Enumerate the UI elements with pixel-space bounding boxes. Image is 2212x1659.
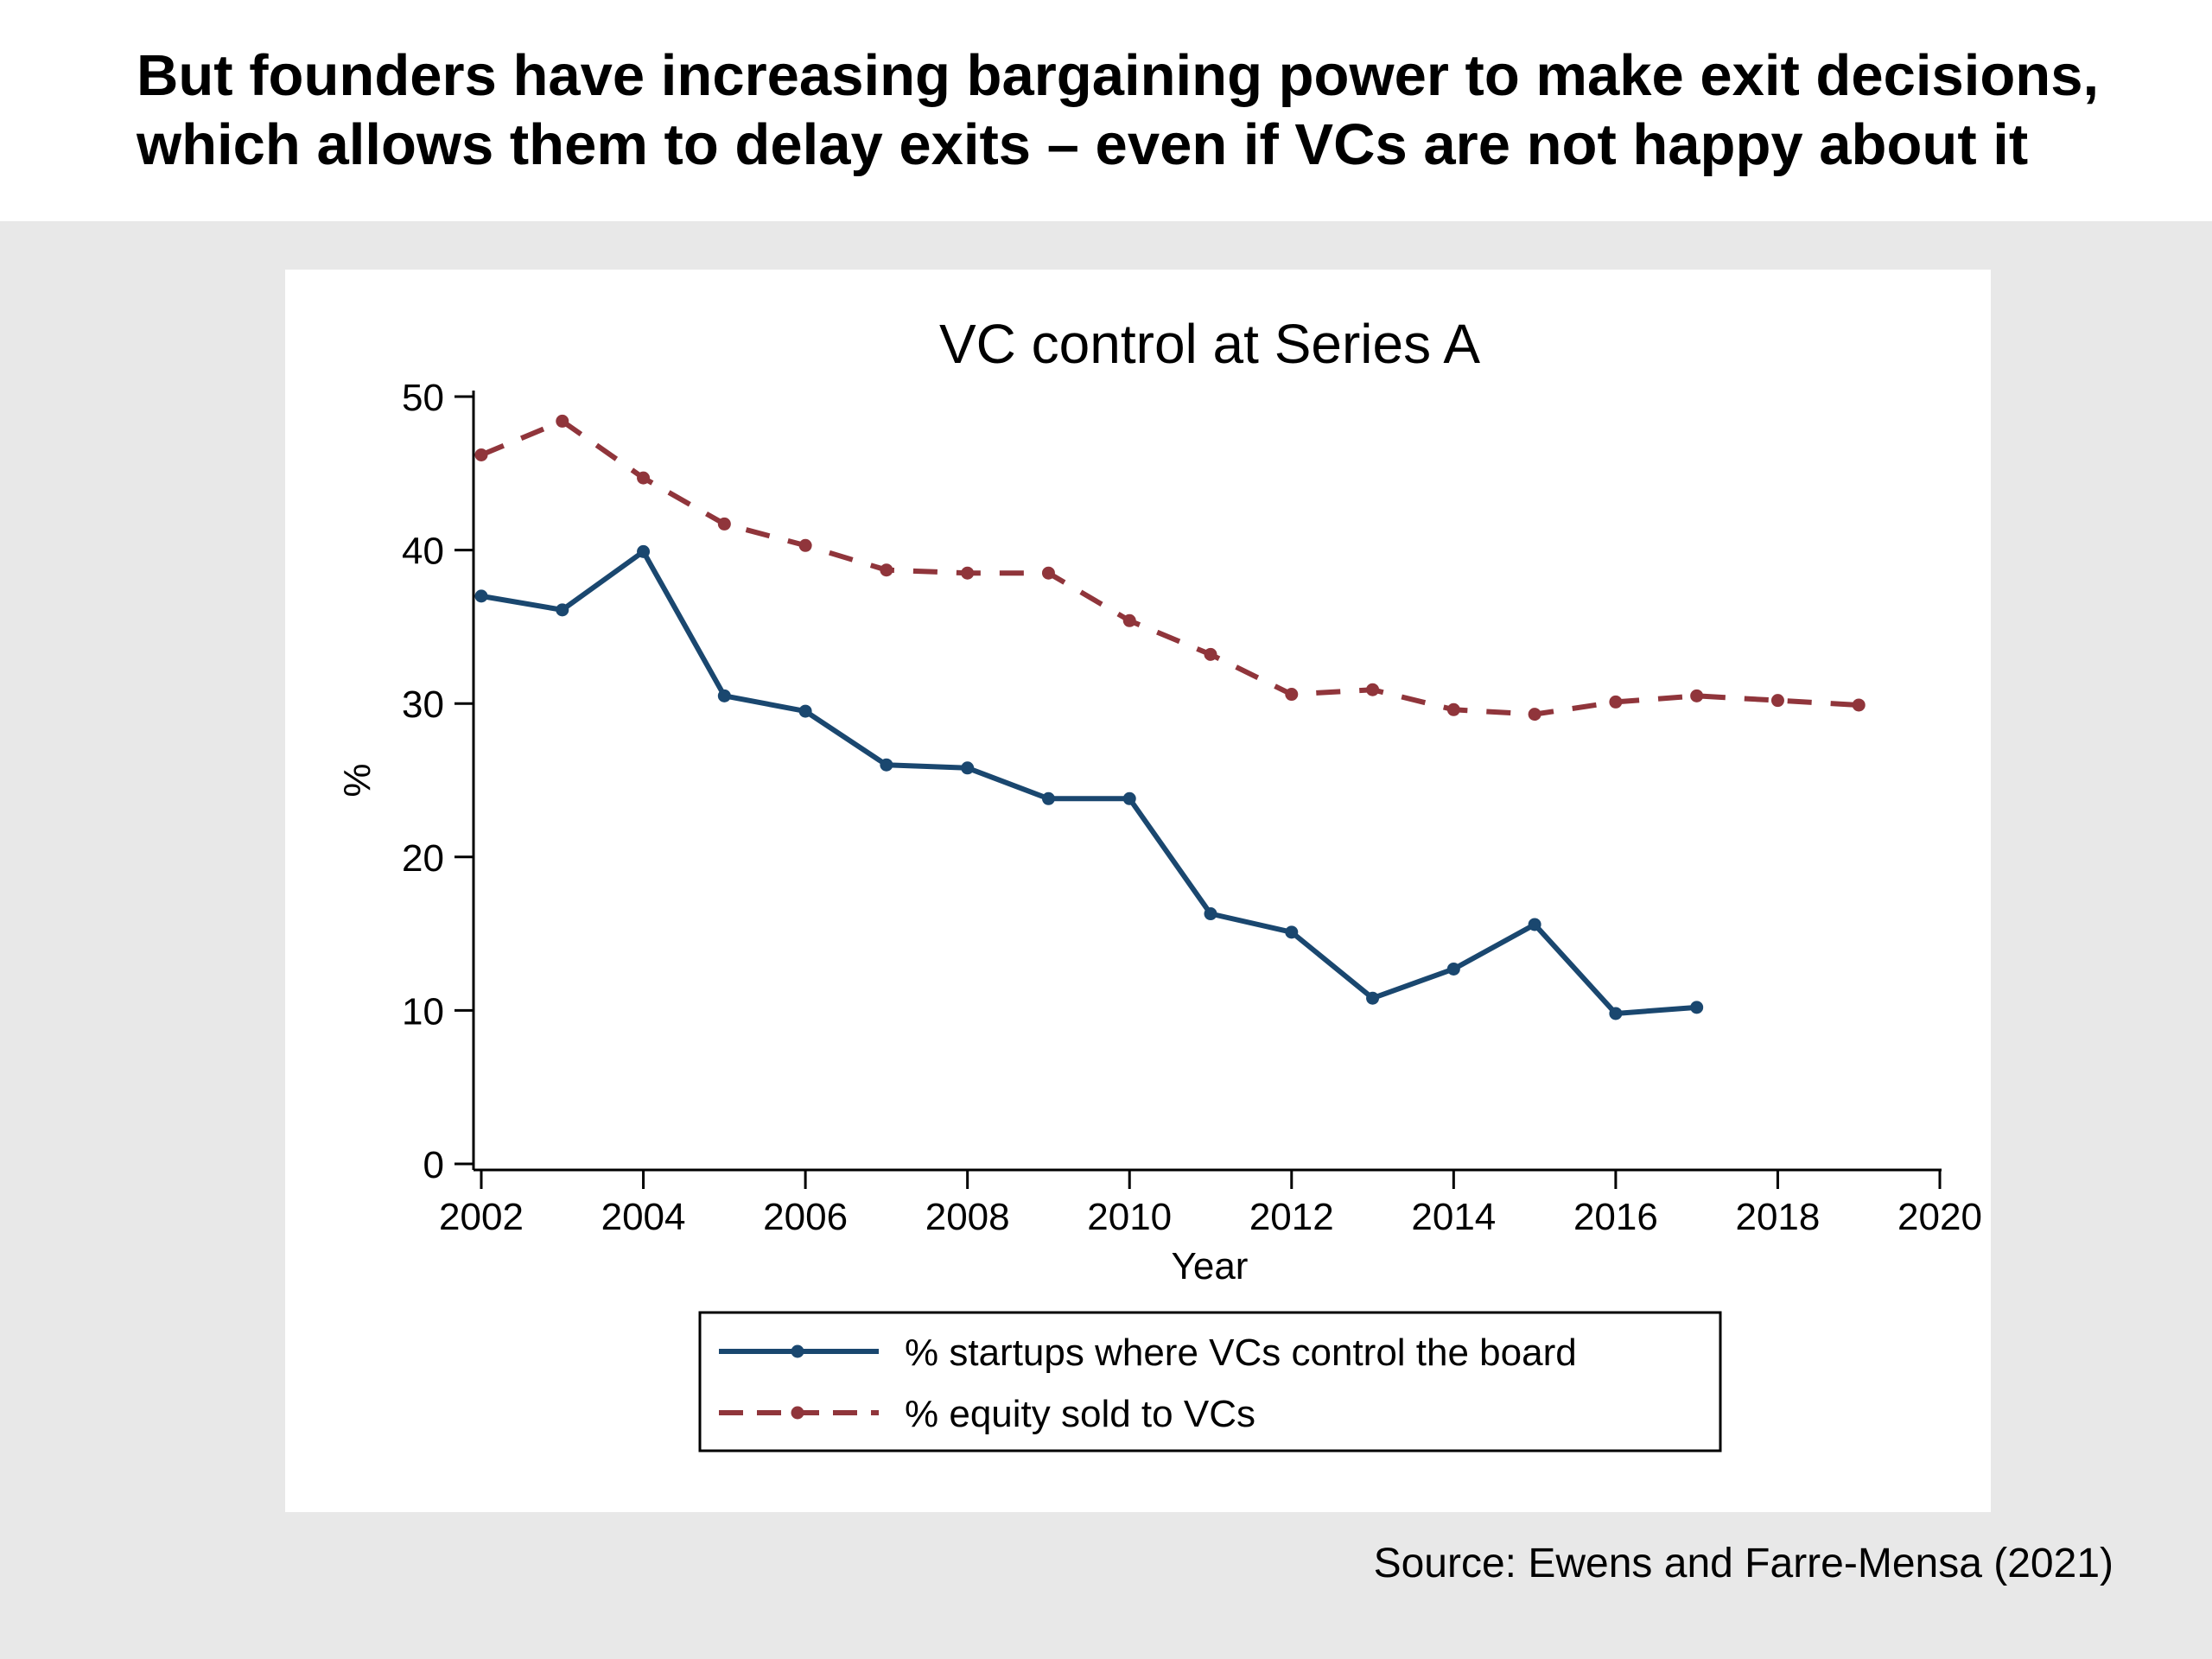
data-point [1528, 918, 1541, 931]
data-point [1446, 702, 1460, 716]
chart-panel [285, 270, 1991, 1512]
data-point [1366, 991, 1380, 1005]
data-point [961, 566, 975, 580]
legend-entry: % startups where VCs control the board [719, 1332, 1577, 1374]
data-point [637, 544, 651, 558]
data-point [961, 761, 975, 775]
y-tick-label: 30 [402, 683, 444, 726]
series-equity-sold [474, 414, 1866, 721]
legend-swatch-marker [791, 1406, 804, 1420]
headline-line-1: But founders have increasing bargaining … [137, 43, 2100, 108]
data-point [798, 704, 812, 718]
x-axis-label: Year [1172, 1245, 1249, 1287]
y-axis: 0 10 20 30 40 50 [402, 377, 475, 1186]
x-tick-label: 2004 [601, 1196, 686, 1238]
legend-entry: % equity sold to VCs [719, 1393, 1255, 1435]
y-tick-label: 50 [402, 377, 444, 419]
data-point [1852, 698, 1866, 712]
y-tick-label: 40 [402, 531, 444, 573]
data-point [880, 758, 893, 772]
data-point [1690, 1001, 1704, 1014]
data-point [880, 563, 893, 577]
x-tick-label: 2016 [1573, 1196, 1658, 1238]
data-point [1204, 647, 1217, 661]
series-line [480, 418, 1859, 717]
data-point [717, 689, 731, 702]
data-point [1041, 566, 1055, 580]
x-tick-label: 2018 [1735, 1196, 1820, 1238]
x-tick-label: 2008 [925, 1196, 1010, 1238]
data-point [1609, 695, 1623, 709]
x-tick-label: 2002 [439, 1196, 524, 1238]
chart-title: VC control at Series A [939, 313, 1480, 375]
series-layer [474, 414, 1866, 1020]
data-point [474, 589, 488, 603]
data-point [1690, 689, 1704, 702]
data-point [556, 603, 569, 617]
legend-entries: % startups where VCs control the board % … [719, 1332, 1577, 1435]
legend: % startups where VCs control the board % … [698, 1311, 1722, 1452]
slide-header: But founders have increasing bargaining … [0, 0, 2212, 221]
series-board-control [474, 544, 1704, 1020]
headline-line-2: which allows them to delay exits – even … [137, 112, 2029, 177]
data-point [798, 538, 812, 552]
data-point [474, 448, 488, 461]
data-point [1204, 907, 1217, 921]
x-tick-label: 2006 [763, 1196, 848, 1238]
y-axis-label: % [336, 763, 378, 797]
y-tick-label: 10 [402, 990, 444, 1033]
data-point [637, 471, 651, 485]
data-point [1122, 791, 1136, 805]
x-tick-label: 2014 [1411, 1196, 1496, 1238]
data-point [1528, 708, 1541, 721]
legend-box [698, 1311, 1722, 1452]
x-tick-label: 2010 [1087, 1196, 1172, 1238]
source-note: Source: Ewens and Farre-Mensa (2021) [1373, 1541, 2113, 1586]
data-point [1122, 613, 1136, 627]
x-tick-label: 2012 [1249, 1196, 1334, 1238]
legend-label: % equity sold to VCs [905, 1393, 1255, 1435]
data-point [1285, 688, 1299, 702]
x-tick-label: 2020 [1897, 1196, 1982, 1238]
data-point [1446, 962, 1460, 976]
x-axis: 2002 2004 2006 2008 2010 2012 2014 2016 2018 2020 [439, 1168, 1982, 1238]
slide-headline: But founders have increasing bargaining … [137, 41, 2099, 180]
data-point [717, 517, 731, 531]
data-point [1285, 925, 1299, 939]
data-point [1609, 1007, 1623, 1020]
data-point [556, 414, 569, 428]
y-tick-label: 0 [423, 1144, 444, 1186]
y-tick-label: 20 [402, 837, 444, 880]
data-point [1770, 694, 1784, 708]
legend-label: % startups where VCs control the board [905, 1332, 1577, 1374]
legend-swatch-marker [791, 1344, 804, 1358]
series-line [480, 549, 1697, 1016]
data-point [1366, 683, 1380, 696]
data-point [1041, 791, 1055, 805]
